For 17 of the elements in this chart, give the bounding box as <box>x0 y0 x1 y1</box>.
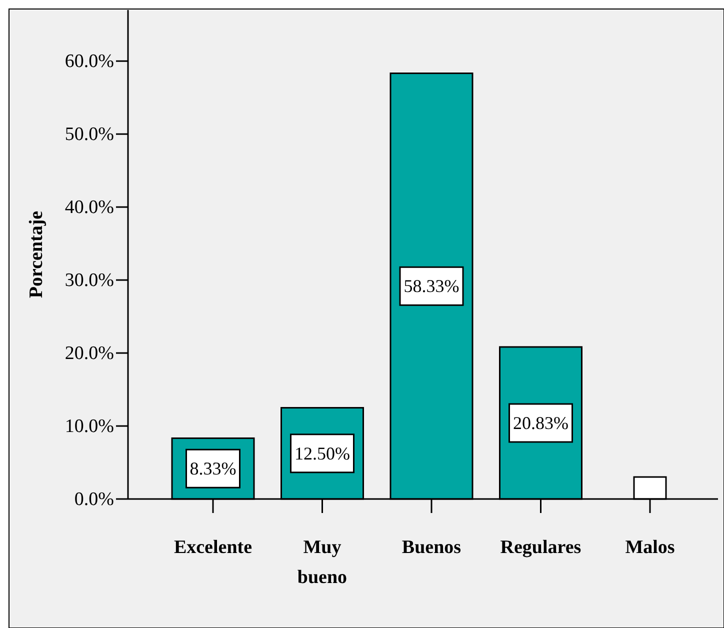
y-tick-label: 20.0% <box>64 343 114 364</box>
x-tick-label: Excelente <box>174 537 252 558</box>
data-label: 20.83% <box>513 412 568 433</box>
data-label: 8.33% <box>190 458 236 479</box>
y-tick-label: 50.0% <box>64 124 114 146</box>
x-tick-label: Muy bueno <box>297 537 348 588</box>
y-tick-label: 30.0% <box>64 270 114 292</box>
y-tick-label: 40.0% <box>64 197 114 218</box>
data-label: 12.50% <box>294 443 350 464</box>
x-tick-label: Regulares <box>500 537 582 558</box>
y-tick-label: 0.0% <box>74 489 114 510</box>
y-tick-label: 10.0% <box>64 416 114 438</box>
data-label: 58.33% <box>404 276 460 296</box>
x-tick-label: Malos <box>625 537 675 558</box>
y-axis-title: Porcentaje <box>26 210 47 298</box>
y-tick-label: 60.0% <box>64 51 114 72</box>
x-tick-label: Buenos <box>402 537 462 558</box>
